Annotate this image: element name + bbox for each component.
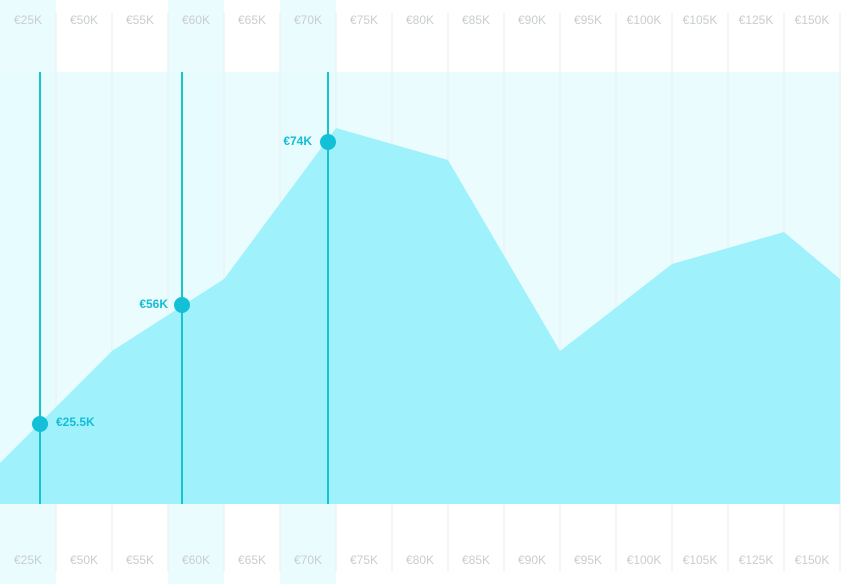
column-label-bottom: €60K <box>182 553 210 567</box>
marker-dot <box>32 416 48 432</box>
marker-label: €56K <box>139 297 168 311</box>
column-label-bottom: €150K <box>795 553 830 567</box>
column-label-top: €50K <box>70 13 98 27</box>
column-label-top: €105K <box>683 13 718 27</box>
column-label-bottom: €100K <box>627 553 662 567</box>
salary-area <box>0 128 840 504</box>
column-label-top: €150K <box>795 13 830 27</box>
column-label-bottom: €25K <box>14 553 42 567</box>
column-label-top: €70K <box>294 13 322 27</box>
column-label-bottom: €90K <box>518 553 546 567</box>
column-label-top: €100K <box>627 13 662 27</box>
column-label-top: €75K <box>350 13 378 27</box>
column-label-bottom: €125K <box>739 553 774 567</box>
column-label-bottom: €70K <box>294 553 322 567</box>
column-label-top: €95K <box>574 13 602 27</box>
marker-dot <box>174 297 190 313</box>
column-label-top: €85K <box>462 13 490 27</box>
column-label-top: €25K <box>14 13 42 27</box>
column-label-top: €65K <box>238 13 266 27</box>
marker: €56K <box>139 72 190 504</box>
column-label-bottom: €75K <box>350 553 378 567</box>
column-label-bottom: €80K <box>406 553 434 567</box>
marker-label: €74K <box>283 134 312 148</box>
marker-dot <box>320 134 336 150</box>
column-label-bottom: €95K <box>574 553 602 567</box>
column-label-top: €60K <box>182 13 210 27</box>
marker: €25.5K <box>32 72 95 504</box>
marker: €74K <box>283 72 336 504</box>
marker-label: €25.5K <box>56 415 95 429</box>
column-label-top: €55K <box>126 13 154 27</box>
column-label-bottom: €55K <box>126 553 154 567</box>
column-label-bottom: €65K <box>238 553 266 567</box>
column-labels: €25K €25K €50K €50K €55K €55K €60K €60K €65K €65K… <box>14 13 829 567</box>
column-label-top: €90K <box>518 13 546 27</box>
column-label-top: €125K <box>739 13 774 27</box>
column-label-bottom: €50K <box>70 553 98 567</box>
column-label-top: €80K <box>406 13 434 27</box>
column-label-bottom: €105K <box>683 553 718 567</box>
column-label-bottom: €85K <box>462 553 490 567</box>
